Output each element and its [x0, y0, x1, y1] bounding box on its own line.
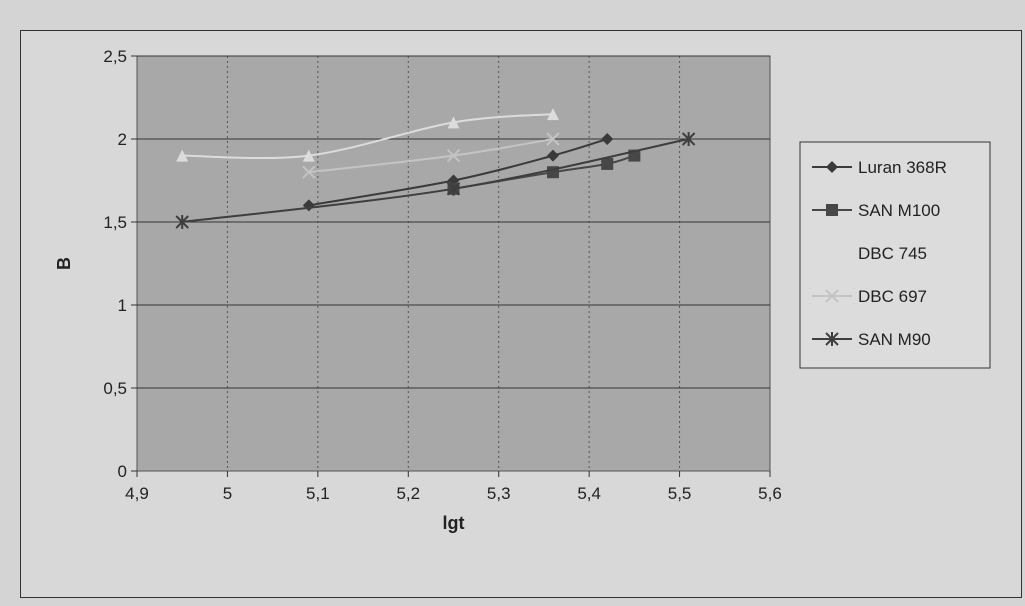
y-tick-label: 0: [118, 462, 127, 481]
x-tick-label: 5,4: [577, 484, 601, 503]
legend-marker: [826, 204, 838, 216]
x-tick-label: 5,3: [487, 484, 511, 503]
x-tick-label: 5,5: [668, 484, 692, 503]
x-axis-label: lgt: [443, 513, 465, 533]
y-tick-label: 1,5: [103, 213, 127, 232]
legend-box: [799, 141, 991, 369]
data-point: [546, 108, 559, 121]
series-line: [308, 138, 608, 207]
y-tick-label: 2,5: [103, 47, 127, 66]
data-point: [447, 116, 460, 129]
data-point: [302, 165, 316, 179]
data-point: [681, 132, 696, 146]
legend-marker: [826, 247, 838, 259]
data-point: [601, 157, 614, 170]
legend: Luran 368R SAN M100 DBC 745 DBC 697 SAN M90: [799, 141, 991, 369]
data-point: [546, 132, 560, 146]
y-tick-label: 2: [118, 130, 127, 149]
y-tick-label: 1: [118, 296, 127, 315]
series-line: [182, 113, 554, 160]
data-point: [175, 215, 189, 229]
legend-marker: [826, 161, 838, 173]
y-tick-label: 0,5: [103, 379, 127, 398]
legend-marker: [825, 332, 839, 346]
x-tick-label: 5,2: [396, 484, 420, 503]
legend-marker: [825, 289, 839, 303]
data-point: [446, 148, 461, 163]
legend-label: DBC 697: [858, 287, 927, 306]
data-point: [302, 149, 315, 162]
legend-label: SAN M100: [858, 201, 940, 220]
x-tick-label: 5: [223, 484, 232, 503]
legend-label: Luran 368R: [858, 158, 947, 177]
series-san-m90: [175, 132, 696, 229]
x-tick-label: 5,6: [758, 484, 782, 503]
x-tick-label: 4,9: [125, 484, 149, 503]
data-point: [601, 133, 614, 145]
series-dbc-745: [176, 108, 559, 162]
x-tick-label: 5,1: [306, 484, 330, 503]
y-axis-label: B: [54, 257, 74, 270]
series-dbc-697: [302, 132, 560, 179]
legend-label: SAN M90: [858, 330, 931, 349]
data-point: [446, 181, 461, 196]
legend-label: DBC 745: [858, 244, 927, 263]
data-point: [176, 149, 189, 162]
data-point: [546, 149, 559, 162]
